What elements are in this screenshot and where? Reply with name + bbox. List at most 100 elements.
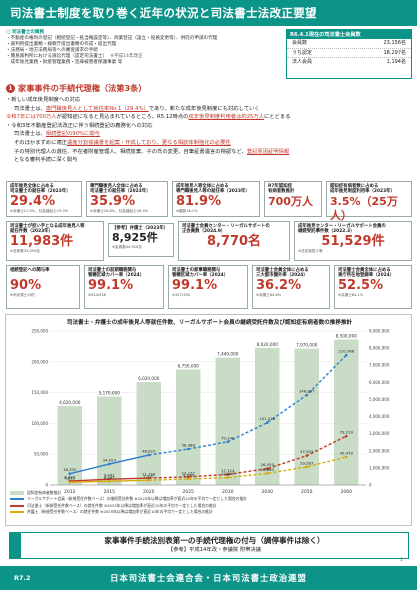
- stat-label: 司法書士会員全体に占める 東庁所在地登録率（2024）: [338, 268, 395, 279]
- data-point: [344, 353, 348, 357]
- bar: [97, 396, 122, 485]
- y-right-tick-label: 0: [369, 483, 372, 488]
- stat-foot: ※弁護士26.8%、社会福祉士18.4%: [90, 208, 149, 213]
- intro-line: ・裁判所提出書類・検察庁提出書類の作成・提出代理: [6, 42, 117, 47]
- data-point: [68, 480, 72, 484]
- y-left-tick-label: 100,000: [31, 421, 48, 426]
- stat-label: 司法書士会員センター・リーガルサポートの 正会員数（2024.9）: [182, 224, 270, 235]
- y-left-tick-label: 150,000: [31, 390, 48, 395]
- stat-value: 52.5%: [338, 277, 384, 293]
- member-stats-box: R6.4.1現在の司法書士会員数 会員数 23,156名 うち認定 18,297名 …: [286, 29, 412, 79]
- intro-line: ・法務局・地方法務局等への審査請求の手続: [6, 48, 98, 53]
- data-label: 12,000: [221, 471, 235, 476]
- x-tick-label: 2020: [143, 489, 155, 495]
- data-point: [305, 393, 309, 397]
- intro-line: ・不動産の権利の登記（相続登記・抵当権設定等）、商業登記（設立・役員変更等）、供…: [6, 36, 218, 41]
- body-line: 司法書士は、相続登記の90%に関与: [14, 131, 100, 138]
- data-label: 47,592: [300, 449, 314, 454]
- legend-item: 司法書士（新規受任件数ベース）の就任件数 ※2025年以降は増加率が直近10年の…: [10, 503, 390, 509]
- y-right-tick-label: 8,000,000: [369, 346, 390, 351]
- stat-label: 司法書士の家事職務関与 管轄区域カバー率（2024）: [172, 268, 229, 279]
- stat-label: 専門職後見人全体に占める 司法書士の就任率（2023年）: [90, 184, 151, 195]
- stat-value: 99.1%: [88, 277, 134, 293]
- legend-item: リーガルサポート会員（新規受任件数ベース）の継続受託件数 ※2025年以降は増加…: [10, 496, 390, 502]
- chart-title: 司法書士・弁護士の成年後見人等就任件数、リーガルサポート会員の継続受託件数及び認…: [66, 320, 353, 326]
- bar: [334, 339, 359, 485]
- chart-legend: 認知症有病者数推計 リーガルサポート会員（新規受任件数ベース）の継続受託件数 ※…: [10, 490, 390, 515]
- section-body: ・新しい成年後見制度への対応 司法書士は、専門職後見人として就任率No.1（29…: [6, 96, 410, 165]
- data-point: [226, 476, 230, 479]
- legend-swatch-line: [10, 498, 24, 501]
- stat-value: 35.9%: [90, 193, 136, 209]
- stat-box-c5: 司法書士会員全体に占める 東庁所在地登録率（2024） 52.5% ※弁護士84…: [334, 265, 412, 309]
- stat-foot: ※弁護士84.1%: [338, 292, 364, 297]
- x-tick-label: 2015: [104, 489, 116, 495]
- stat-box-c4: 司法書士会員全体に占める 三大都市圏外率（2024） 36.2% ※弁護士64.…: [252, 265, 330, 309]
- stat-foot: ※司法書士の約: [10, 293, 35, 298]
- data-point: [265, 421, 269, 424]
- data-label: 70,140: [221, 435, 235, 440]
- stat-box-b6: 司法書士が担い手となる成年後見人等 就任件数（2023年） 11,983件 ※全…: [6, 221, 104, 261]
- data-point: [186, 447, 190, 451]
- stat-foot: ※弁護士64.8%: [256, 292, 282, 297]
- legend-swatch-bar: [10, 491, 24, 496]
- bar: [294, 348, 319, 485]
- y-left-tick-label: 200,000: [31, 359, 48, 364]
- stat-foot: ※法定後見人等: [298, 248, 323, 253]
- intro-block: □ 司法書士の業務 ・不動産の権利の登記（相続登記・抵当権設定等）、商業登記（設…: [6, 30, 271, 88]
- bar: [136, 381, 161, 485]
- stat-value: 3.5%（25万人）: [330, 194, 398, 222]
- stat-label: 認知症有病者数に占める 成年後見制度利用率（2023年）: [330, 184, 395, 195]
- data-point: [344, 434, 348, 438]
- data-point: [147, 453, 151, 457]
- data-label: 18,860: [261, 467, 275, 472]
- stat-value: 51,529件: [321, 233, 385, 249]
- data-point: [305, 454, 309, 457]
- intro-line: 成年後見業務・財産管理業務・犯罪被害者保護事業 等: [10, 60, 123, 65]
- stat-box-c3: 司法書士の家事職務関与 管轄区域カバー率（2024） 99.1% ※327/33…: [168, 265, 248, 309]
- data-label: 17,124: [221, 468, 235, 473]
- section-number-badge: 1: [6, 84, 15, 93]
- stat-label: 司法書士が担い手となる成年後見人等 就任件数（2023年）: [10, 224, 85, 235]
- data-label: 79,219: [340, 430, 354, 435]
- y-left-tick-label: 250,000: [31, 329, 48, 334]
- stat-box-b7: 【参考】弁護士（2023年） 8,925件 ※会員数44,916名: [108, 223, 174, 257]
- stat-box-b1: 成年後見全体に占める 司法書士の就任率（2023年） 29.4% ※弁護士21.…: [6, 181, 82, 217]
- y-right-tick-label: 1,000,000: [369, 465, 390, 470]
- x-tick-label: 2060: [341, 489, 353, 495]
- footer-org: 日本司法書士会連合会・日本司法書士政治連盟: [110, 573, 307, 583]
- data-label: 26,555: [261, 462, 275, 467]
- data-label: 6,087: [104, 475, 115, 480]
- stat-value: 81.9%: [176, 193, 222, 209]
- stat-box-b4: R7年認知症 有病者数推計 700万人: [264, 181, 322, 217]
- stats-row: うち認定 18,297名: [287, 49, 411, 58]
- bar-label: 6,020,000: [138, 376, 160, 381]
- body-line: ・令和3年不動産登記法改正に伴う相続登記の義務化への対応: [6, 122, 153, 129]
- page-number: 1: [400, 558, 403, 563]
- bar: [176, 369, 201, 485]
- intro-heading: □ 司法書士の業務: [6, 30, 45, 35]
- x-tick-label: 2025: [183, 489, 195, 495]
- y-right-tick-label: 5,000,000: [369, 397, 390, 402]
- data-point: [147, 478, 151, 482]
- body-line: 司法書士は、専門職後見人として就任率No.1（29.4%）であり、新たな成年後見…: [14, 105, 260, 112]
- intro-line: ・簡易裁判所における訴訟代理（認定司法書士） ※平成14年改正: [6, 54, 143, 59]
- data-point: [226, 440, 230, 444]
- data-label: 6,382: [64, 475, 75, 480]
- stat-foot: ※全体数33,059名: [10, 248, 40, 253]
- y-right-tick-label: 4,000,000: [369, 414, 390, 419]
- bar-label: 5,170,000: [99, 391, 121, 396]
- stat-label: 司法書士会員全体に占める 三大都市圏外率（2024）: [256, 268, 309, 279]
- body-line: ・新しい成年後見制度への対応: [6, 97, 81, 103]
- chart-container: 司法書士・弁護士の成年後見人等就任件数、リーガルサポート会員の継続受託件数及び認…: [5, 314, 412, 526]
- data-label: 18,332: [63, 467, 77, 472]
- legend-swatch-line: [10, 504, 24, 507]
- bar: [255, 347, 280, 485]
- series-line-projection: [148, 354, 347, 456]
- stat-box-b8: 司法書士会員センター・リーガルサポートの 正会員数（2024.9） 8,770名: [178, 221, 290, 261]
- bar-label: 4,620,000: [59, 400, 81, 405]
- stat-box-c2: 司法書士の前期職務関与 管轄区域カバー率（2024） 99.1% ※434/43…: [84, 265, 164, 309]
- data-point: [344, 455, 348, 459]
- data-point: [107, 462, 111, 466]
- stat-value: 29.4%: [10, 193, 56, 209]
